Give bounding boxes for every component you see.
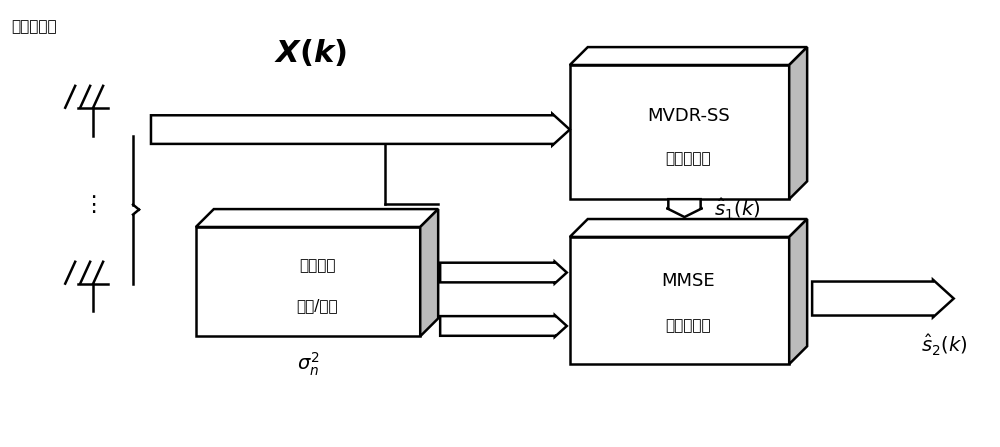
Polygon shape xyxy=(570,47,807,65)
Text: MMSE: MMSE xyxy=(662,272,715,291)
Polygon shape xyxy=(812,280,954,317)
Polygon shape xyxy=(789,219,807,364)
Polygon shape xyxy=(667,199,702,217)
Polygon shape xyxy=(570,65,789,199)
Text: $\sigma_n^2$: $\sigma_n^2$ xyxy=(297,350,319,378)
Polygon shape xyxy=(570,219,807,237)
Text: 传感器阵列: 传感器阵列 xyxy=(11,19,57,34)
Polygon shape xyxy=(570,237,789,364)
Text: MVDR-SS: MVDR-SS xyxy=(647,107,730,125)
Polygon shape xyxy=(420,209,438,336)
Text: ⋮: ⋮ xyxy=(82,195,104,215)
Polygon shape xyxy=(440,315,567,337)
Text: 波束形成器: 波束形成器 xyxy=(666,318,711,333)
Text: 波束形成器: 波束形成器 xyxy=(666,152,711,166)
Polygon shape xyxy=(789,47,807,199)
Text: $\hat{s}_1(k)$: $\hat{s}_1(k)$ xyxy=(714,196,761,222)
Polygon shape xyxy=(196,209,438,227)
Polygon shape xyxy=(440,261,567,283)
Text: $\hat{s}_2(k)$: $\hat{s}_2(k)$ xyxy=(921,333,967,358)
Text: $\boldsymbol{X}$$\boldsymbol{(k)}$: $\boldsymbol{X}$$\boldsymbol{(k)}$ xyxy=(274,38,347,68)
Polygon shape xyxy=(196,227,420,336)
Text: 估计/测量: 估计/测量 xyxy=(296,298,338,313)
Polygon shape xyxy=(151,114,570,145)
Text: 噪声能量: 噪声能量 xyxy=(299,258,335,273)
